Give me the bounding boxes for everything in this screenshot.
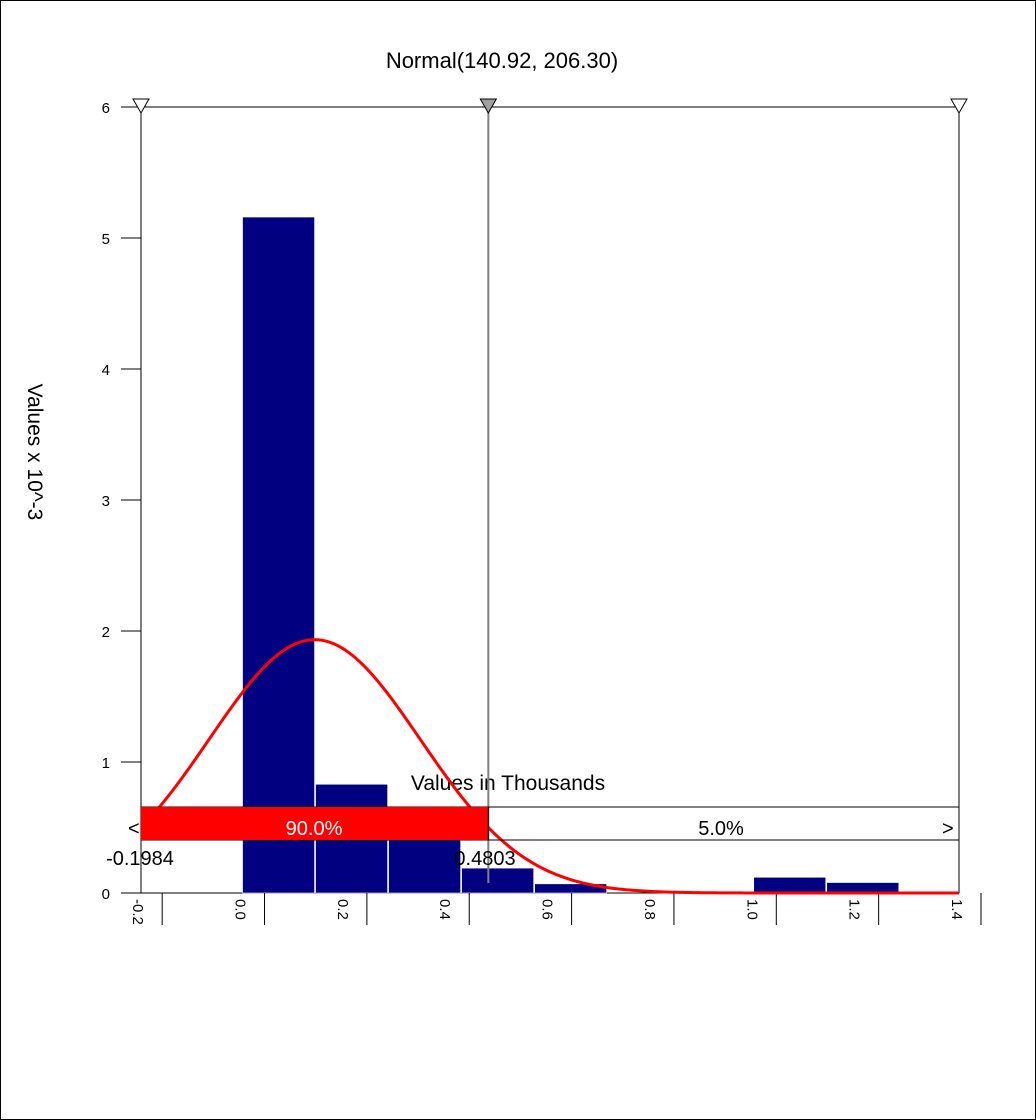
histogram-bar bbox=[753, 876, 827, 894]
y-tick-label: 5 bbox=[102, 231, 110, 248]
prob-right-percent: 5.0% bbox=[698, 818, 744, 840]
x-axis-label: Values in Thousands bbox=[411, 772, 605, 795]
x-tick-label: 1.0 bbox=[743, 899, 760, 920]
x-tick-label: 0.2 bbox=[334, 899, 351, 920]
prob-right-value: 0.4803 bbox=[454, 848, 515, 870]
x-tick-label: -0.2 bbox=[129, 899, 146, 925]
left-marker-triangle-icon[interactable] bbox=[132, 98, 150, 115]
x-tick-label: 0.8 bbox=[641, 899, 658, 920]
prob-left-percent: 90.0% bbox=[286, 818, 343, 840]
right-marker-triangle-icon[interactable] bbox=[950, 98, 968, 115]
normal-fit-curve bbox=[139, 638, 959, 895]
histogram-bar bbox=[242, 216, 315, 894]
x-tick-label: 0.4 bbox=[436, 899, 453, 920]
middle-marker-triangle-icon[interactable] bbox=[479, 98, 498, 115]
y-tick-label: 0 bbox=[102, 886, 110, 903]
y-tick-label: 6 bbox=[102, 100, 110, 117]
chart-title: Normal(140.92, 206.30) bbox=[386, 48, 618, 73]
x-tick-label: 0.0 bbox=[232, 899, 249, 920]
y-axis-label: Values x 10^-3 bbox=[23, 384, 46, 521]
histogram-bar bbox=[826, 882, 900, 894]
y-tick-label: 2 bbox=[102, 624, 110, 641]
prob-bar-fill bbox=[141, 807, 489, 840]
prob-left-value: -0.1984 bbox=[106, 848, 174, 870]
histogram-bar bbox=[461, 867, 534, 894]
y-tick-label: 1 bbox=[102, 755, 110, 772]
prob-left-arrow[interactable]: < bbox=[128, 818, 140, 840]
prob-right-arrow[interactable]: > bbox=[942, 818, 954, 840]
x-tick-label: 1.4 bbox=[948, 899, 965, 920]
plot-area: 0 1 2 3 4 5 6 -0.2 0.0 0.2 0.4 0.6 0.8 1.0 1.2 1.4 bbox=[102, 98, 982, 925]
probability-bar[interactable] bbox=[141, 806, 959, 841]
x-tick-label: 0.6 bbox=[539, 899, 556, 920]
y-tick-label: 3 bbox=[102, 493, 110, 510]
x-tick-label: 1.2 bbox=[846, 899, 863, 920]
y-tick-label: 4 bbox=[102, 362, 110, 379]
